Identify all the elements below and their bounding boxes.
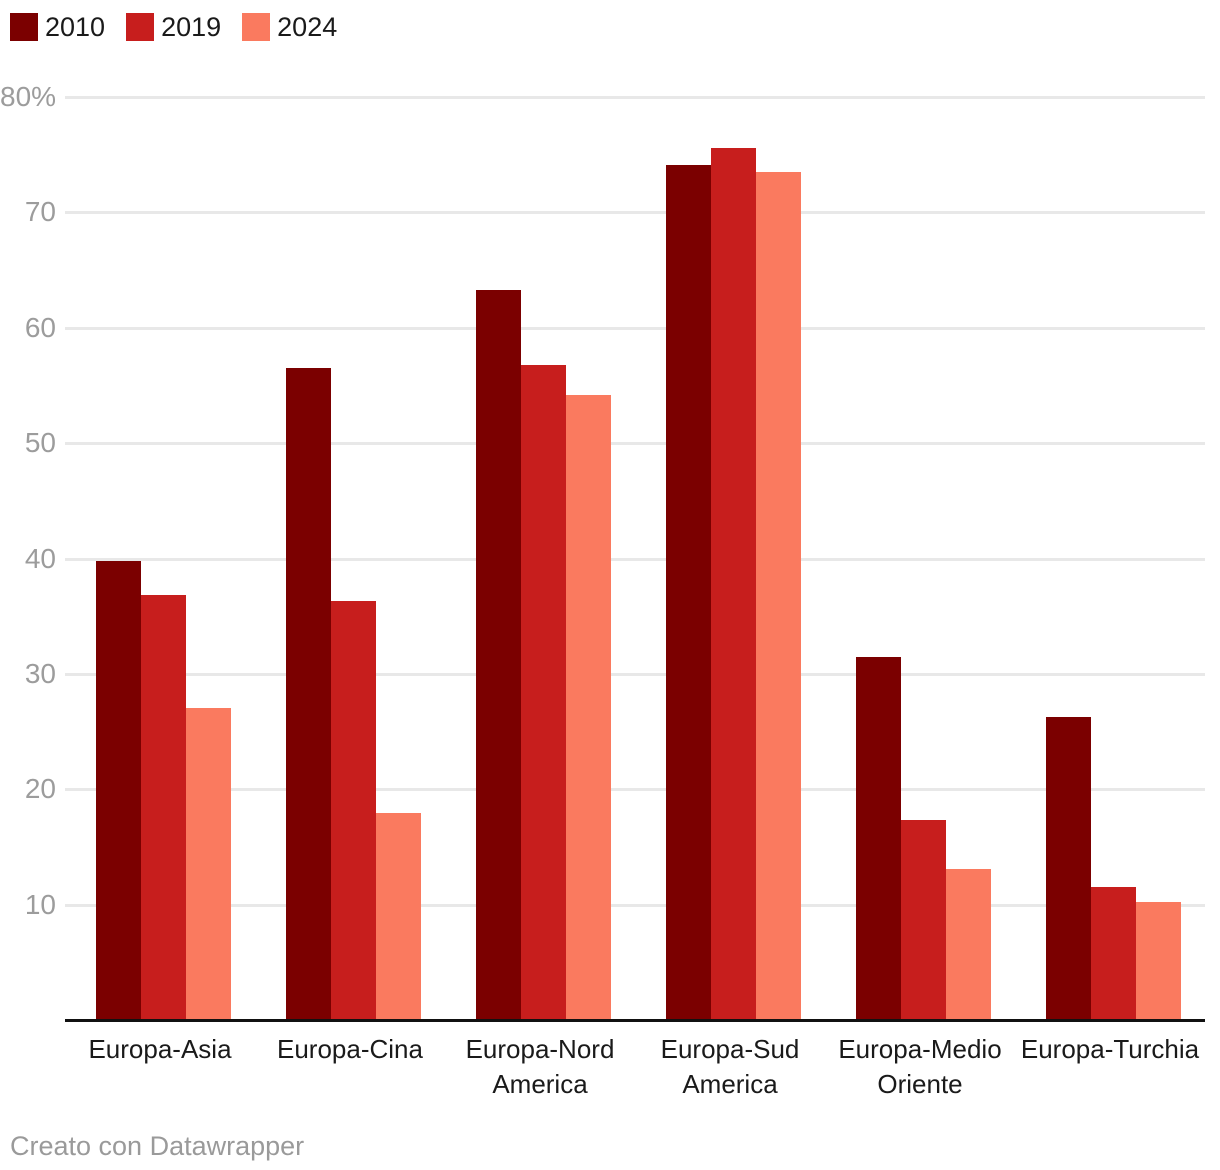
gridline-20 [65, 788, 1205, 792]
y-tick-label: 70 [24, 196, 56, 228]
bar-2019-europa-cina[interactable] [331, 601, 376, 1020]
legend-item-2010: 2010 [10, 13, 105, 41]
bar-2010-europa-cina[interactable] [286, 368, 331, 1020]
y-tick-label: 40 [24, 542, 56, 574]
bar-2024-europa-cina[interactable] [376, 813, 421, 1020]
legend-item-2019: 2019 [126, 13, 221, 41]
gridline-30 [65, 672, 1205, 676]
gridline-40 [65, 557, 1205, 561]
bar-2019-europa-sud-america[interactable] [711, 147, 756, 1020]
gridline-10 [65, 903, 1205, 907]
legend-item-2024: 2024 [242, 13, 337, 41]
legend-label: 2010 [45, 12, 106, 42]
bar-2010-europa-sud-america[interactable] [666, 165, 711, 1020]
legend-swatch-2024 [242, 13, 271, 41]
legend: 2010 2019 2024 [10, 13, 337, 41]
y-tick-label: 80% [0, 81, 57, 112]
y-tick-label: 50 [24, 427, 56, 459]
bar-2019-europa-medio-oriente[interactable] [901, 820, 946, 1020]
bar-2010-europa-asia[interactable] [96, 560, 141, 1020]
x-axis-line [65, 1019, 1205, 1022]
bar-2024-europa-sud-america[interactable] [756, 171, 801, 1020]
y-tick-label: 30 [24, 657, 56, 689]
y-tick-label: 20 [24, 773, 56, 805]
category-label-europa-nord-america: Europa-Nord America [465, 1034, 615, 1099]
gridline-80 [65, 96, 1205, 99]
bar-2010-europa-nord-america[interactable] [476, 289, 521, 1020]
bar-2024-europa-asia[interactable] [186, 708, 231, 1020]
bar-2010-europa-medio-oriente[interactable] [856, 656, 901, 1020]
legend-label: 2019 [161, 12, 222, 42]
bar-2024-europa-nord-america[interactable] [566, 394, 611, 1020]
legend-label: 2024 [277, 12, 338, 42]
bar-2024-europa-turchia[interactable] [1136, 902, 1181, 1020]
bar-2024-europa-medio-oriente[interactable] [946, 868, 991, 1020]
gridline-60 [65, 326, 1205, 330]
y-tick-label: 10 [24, 888, 56, 920]
bar-2019-europa-asia[interactable] [141, 595, 186, 1020]
category-label-europa-asia: Europa-Asia [88, 1034, 232, 1064]
category-label-europa-cina: Europa-Cina [277, 1034, 423, 1064]
bar-2019-europa-nord-america[interactable] [521, 364, 566, 1020]
datawrapper-credit-link[interactable]: Creato con Datawrapper [10, 1131, 305, 1161]
gridline-70 [65, 211, 1205, 215]
bar-2010-europa-turchia[interactable] [1046, 716, 1091, 1020]
category-label-europa-medio-oriente: Europa-Medio Oriente [838, 1034, 1002, 1099]
gridline-50 [65, 442, 1205, 446]
legend-swatch-2010 [10, 13, 38, 41]
y-tick-label: 60 [24, 311, 56, 343]
category-label-europa-turchia: Europa-Turchia [1020, 1034, 1200, 1064]
bar-2019-europa-turchia[interactable] [1091, 887, 1136, 1020]
category-label-europa-sud-america: Europa-Sud America [660, 1034, 800, 1099]
legend-swatch-2019 [126, 13, 155, 41]
